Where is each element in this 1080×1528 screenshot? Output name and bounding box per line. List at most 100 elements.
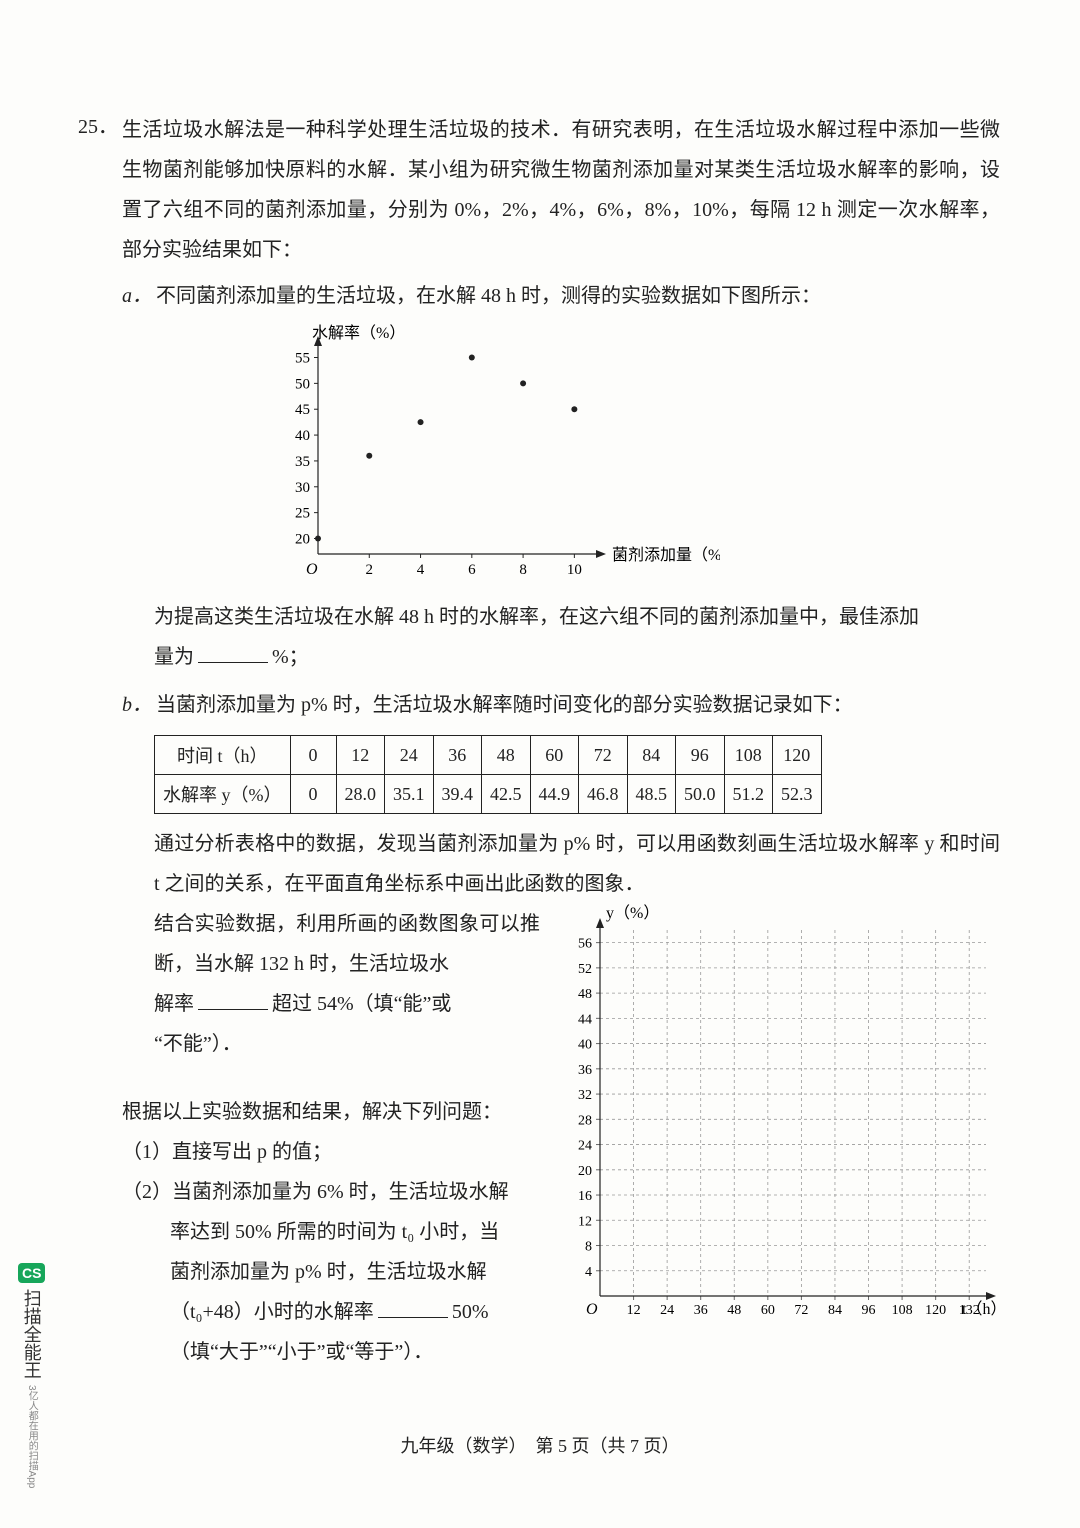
svg-text:4: 4	[585, 1265, 592, 1280]
svg-text:55: 55	[295, 351, 310, 367]
left-1a: 结合实验数据，利用所画的函数图象可以推断，当水解 132 h 时，生活垃圾水	[154, 913, 540, 975]
table-cell: 108	[724, 736, 773, 775]
blank-exceed	[198, 990, 268, 1010]
svg-text:120: 120	[925, 1303, 946, 1318]
svg-text:菌剂添加量（%）: 菌剂添加量（%）	[612, 546, 720, 564]
table-cell: 0	[290, 736, 336, 775]
left-1b-prefix: 解率	[154, 993, 194, 1015]
q2d-prefix: （t₀+48）小时的水解率	[170, 1301, 374, 1323]
table-cell: 60	[530, 736, 579, 775]
svg-text:84: 84	[828, 1303, 842, 1318]
table-cell: 42.5	[482, 775, 531, 814]
svg-text:水解率（%）: 水解率（%）	[312, 324, 405, 342]
table-cell: 44.9	[530, 775, 579, 814]
svg-text:10: 10	[567, 562, 582, 578]
q2b: 率达到 50% 所需的时间为 t₀ 小时，当	[170, 1221, 499, 1243]
svg-text:60: 60	[761, 1303, 775, 1318]
table-cell: 96	[676, 736, 725, 775]
blank-best-amount	[198, 643, 268, 663]
intro-paragraph: 生活垃圾水解法是一种科学处理生活垃圾的技术．有研究表明，在生活垃圾水解过程中添加…	[122, 110, 1000, 270]
part-b-text: 当菌剂添加量为 p% 时，生活垃圾水解率随时间变化的部分实验数据记录如下：	[156, 694, 853, 716]
svg-text:12: 12	[627, 1303, 641, 1318]
svg-text:36: 36	[694, 1303, 708, 1318]
part-a: a．不同菌剂添加量的生活垃圾，在水解 48 h 时，测得的实验数据如下图所示：	[122, 276, 1000, 316]
watermark-text: 扫描全能王	[19, 1289, 45, 1379]
svg-text:36: 36	[578, 1063, 592, 1078]
blank-compare	[378, 1298, 448, 1318]
svg-text:56: 56	[578, 937, 592, 952]
table-header-rate: 水解率 y（%）	[155, 775, 291, 814]
svg-text:96: 96	[862, 1303, 876, 1318]
table-cell: 48.5	[627, 775, 676, 814]
part-a-label: a．	[122, 285, 152, 307]
table-cell: 84	[627, 736, 676, 775]
svg-text:72: 72	[794, 1303, 808, 1318]
part-a-after2-prefix: 量为	[154, 646, 194, 668]
svg-text:48: 48	[727, 1303, 741, 1318]
svg-text:4: 4	[417, 562, 425, 578]
table-cell: 48	[482, 736, 531, 775]
svg-text:30: 30	[295, 480, 310, 496]
scanner-watermark: CS 扫描全能王 3亿人都在用的扫描App	[18, 1263, 45, 1488]
svg-text:6: 6	[468, 562, 476, 578]
svg-text:40: 40	[578, 1038, 592, 1053]
svg-text:108: 108	[892, 1303, 913, 1318]
left-1c: “不能”）．	[154, 1033, 242, 1055]
question-number: 25．	[78, 110, 118, 139]
table-cell: 24	[385, 736, 434, 775]
table-cell: 51.2	[724, 775, 773, 814]
table-cell: 0	[290, 775, 336, 814]
page: 25． 生活垃圾水解法是一种科学处理生活垃圾的技术．有研究表明，在生活垃圾水解过…	[0, 0, 1080, 1528]
table-cell: 120	[773, 736, 822, 775]
coordinate-grid: 1224364860728496108120132481216202428323…	[560, 904, 1000, 1324]
table-header-time: 时间 t（h）	[155, 736, 291, 775]
svg-text:44: 44	[578, 1012, 592, 1027]
table-cell: 50.0	[676, 775, 725, 814]
svg-text:25: 25	[295, 506, 310, 522]
q1: （1）直接写出 p 的值；	[122, 1132, 540, 1172]
svg-text:8: 8	[585, 1240, 592, 1255]
part-a-followup: 为提高这类生活垃圾在水解 48 h 时的水解率，在这六组不同的菌剂添加量中，最佳…	[154, 597, 1000, 677]
part-b: b．当菌剂添加量为 p% 时，生活垃圾水解率随时间变化的部分实验数据记录如下：	[122, 685, 1000, 725]
question-line: 根据以上实验数据和结果，解决下列问题：	[122, 1092, 540, 1132]
svg-text:2: 2	[366, 562, 374, 578]
table-cell: 12	[336, 736, 385, 775]
after-table-text: 通过分析表格中的数据，发现当菌剂添加量为 p% 时，可以用函数刻画生活垃圾水解率…	[154, 824, 1000, 904]
table-cell: 72	[579, 736, 628, 775]
svg-text:t（h）: t（h）	[962, 1300, 1000, 1318]
svg-text:20: 20	[578, 1164, 592, 1179]
left-1b-mid: 超过 54%（填“能”或	[272, 993, 451, 1015]
q2e: （填“大于”“小于”或“等于”）．	[170, 1341, 433, 1363]
svg-text:28: 28	[578, 1113, 592, 1128]
svg-text:24: 24	[578, 1139, 592, 1154]
q2c: 菌剂添加量为 p% 时，生活垃圾水解	[170, 1261, 487, 1283]
svg-text:35: 35	[295, 454, 310, 470]
two-column-region: 结合实验数据，利用所画的函数图象可以推断，当水解 132 h 时，生活垃圾水 解…	[122, 904, 1000, 1372]
svg-text:20: 20	[295, 531, 310, 547]
svg-text:52: 52	[578, 962, 592, 977]
svg-text:32: 32	[578, 1088, 592, 1103]
part-b-label: b．	[122, 694, 152, 716]
part-a-after2-suffix: %；	[272, 646, 309, 668]
svg-text:45: 45	[295, 402, 310, 418]
data-table-wrap: 时间 t（h）01224364860728496108120 水解率 y（%）02…	[154, 735, 1000, 814]
left-column: 结合实验数据，利用所画的函数图象可以推断，当水解 132 h 时，生活垃圾水 解…	[122, 904, 540, 1372]
svg-text:12: 12	[578, 1214, 592, 1229]
svg-text:16: 16	[578, 1189, 592, 1204]
table-cell: 36	[433, 736, 482, 775]
table-cell: 46.8	[579, 775, 628, 814]
right-column: 1224364860728496108120132481216202428323…	[560, 904, 1000, 1372]
data-table: 时间 t（h）01224364860728496108120 水解率 y（%）02…	[154, 735, 822, 814]
watermark-sub: 3亿人都在用的扫描App	[24, 1385, 39, 1488]
svg-text:40: 40	[295, 428, 310, 444]
svg-text:O: O	[306, 561, 318, 578]
svg-text:O: O	[586, 1301, 598, 1318]
svg-text:24: 24	[660, 1303, 674, 1318]
part-a-after1: 为提高这类生活垃圾在水解 48 h 时的水解率，在这六组不同的菌剂添加量中，最佳…	[154, 606, 919, 628]
table-cell: 52.3	[773, 775, 822, 814]
table-cell: 39.4	[433, 775, 482, 814]
table-cell: 28.0	[336, 775, 385, 814]
q2d-suffix: 50%	[452, 1301, 489, 1323]
svg-text:8: 8	[519, 562, 527, 578]
scatter-chart: 水解率（%）2025303540455055246810O菌剂添加量（%）	[260, 324, 1000, 589]
